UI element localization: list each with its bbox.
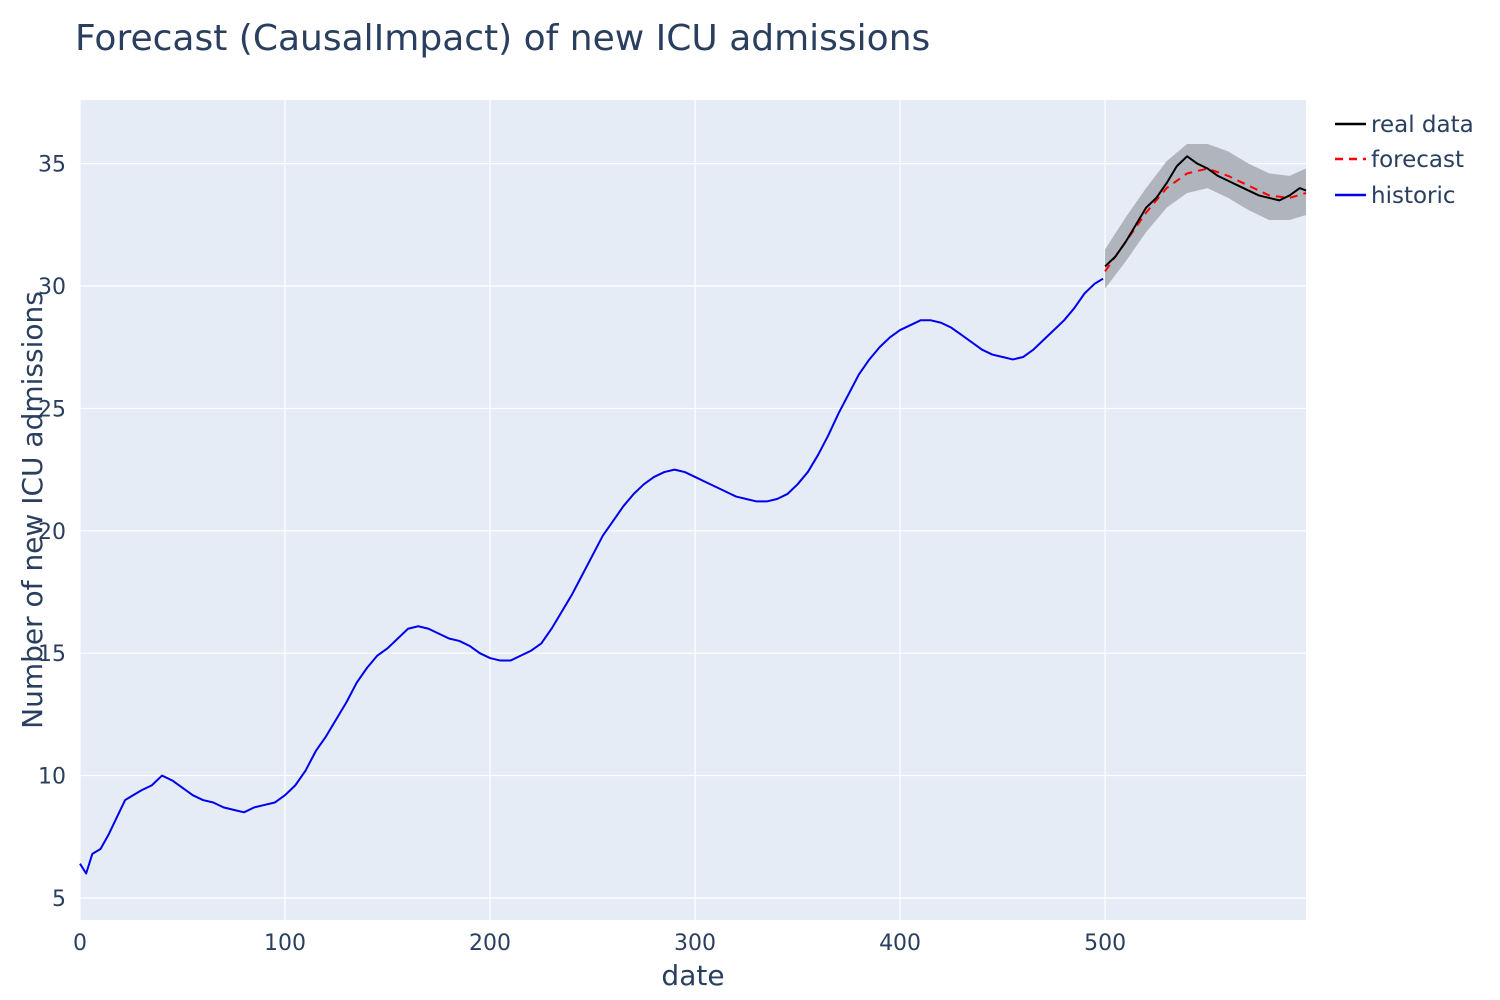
y-tick-label: 35 xyxy=(38,153,66,178)
y-tick-label: 10 xyxy=(38,765,66,790)
plot-background xyxy=(80,100,1306,920)
series-line-historic xyxy=(79,277,1104,875)
y-tick-label: 25 xyxy=(38,397,66,422)
y-tick-label: 5 xyxy=(52,887,66,912)
y-tick-label: 20 xyxy=(38,520,66,545)
y-tick-label: 30 xyxy=(38,275,66,300)
legend-item-real-data[interactable]: real data xyxy=(1335,112,1474,138)
legend-item-forecast[interactable]: forecast xyxy=(1335,147,1464,173)
x-axis-title: date xyxy=(661,959,724,992)
series-lines xyxy=(79,155,1307,875)
y-tick-label: 15 xyxy=(38,642,66,667)
forecast-band-area xyxy=(1105,144,1306,289)
x-tick-label: 300 xyxy=(674,931,716,956)
series-line-real-data xyxy=(1104,155,1307,268)
legend-label-historic: historic xyxy=(1371,183,1456,209)
x-tick-label: 400 xyxy=(879,931,921,956)
y-axis-title: Number of new ICU admissions xyxy=(16,291,49,729)
x-tick-label: 0 xyxy=(73,931,87,956)
forecast-interval-band xyxy=(1105,144,1306,289)
grid-lines xyxy=(79,100,1306,920)
x-tick-label: 500 xyxy=(1084,931,1126,956)
legend-label-forecast: forecast xyxy=(1371,147,1464,173)
series-line-forecast xyxy=(1104,167,1307,272)
legend-label-real-data: real data xyxy=(1371,112,1474,138)
x-tick-label: 100 xyxy=(264,931,306,956)
legend-item-historic[interactable]: historic xyxy=(1335,183,1456,209)
axis-ticks: 0 100 200 300 400 500 5 10 15 20 25 30 35 xyxy=(38,153,1126,956)
chart-title: Forecast (CausalImpact) of new ICU admis… xyxy=(75,18,930,59)
x-tick-label: 200 xyxy=(469,931,511,956)
legend[interactable]: real data forecast historic xyxy=(1335,112,1474,209)
